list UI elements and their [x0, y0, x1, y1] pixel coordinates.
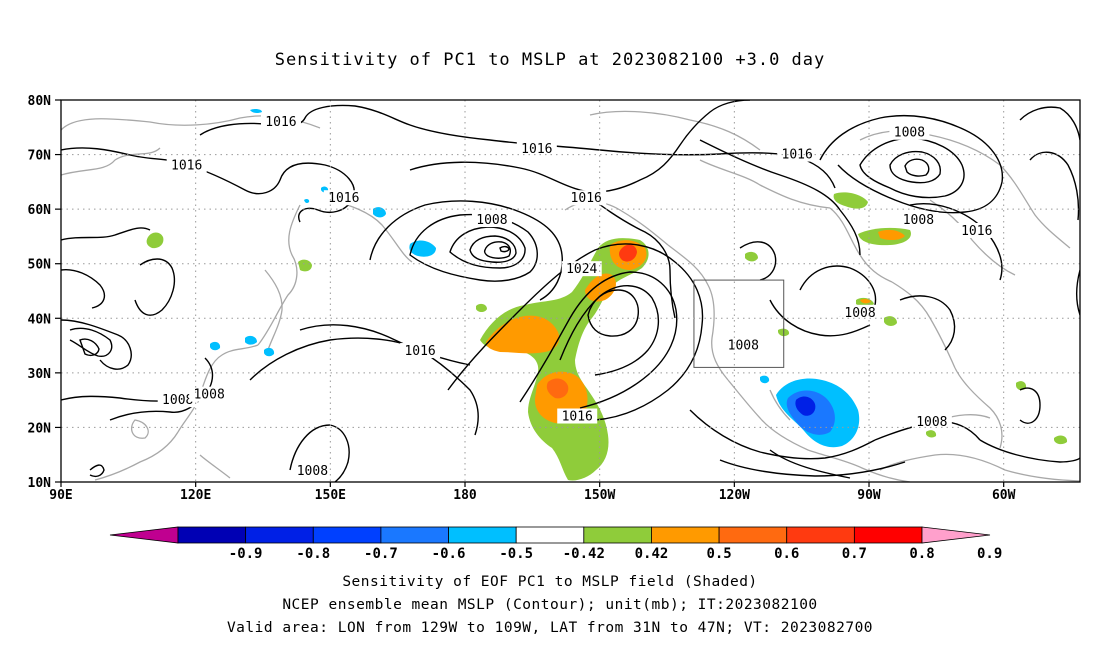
contour-label: 1008 — [916, 415, 947, 430]
colorbar-label: -0.6 — [432, 546, 466, 562]
shade-negative-dark — [795, 396, 816, 416]
contour-label-bg — [777, 146, 818, 162]
colorbar-label: -0.9 — [229, 546, 263, 562]
contour-label-bg — [723, 337, 764, 353]
contour-label: 1016 — [404, 344, 435, 359]
lat-tick-label: 20N — [28, 421, 52, 436]
lon-tick-label: 90E — [49, 488, 72, 503]
contour-label-bg — [889, 124, 930, 140]
contour-label-bg — [157, 392, 198, 408]
lon-tick-label: 120E — [180, 488, 211, 503]
colorbar-low-arrow — [109, 526, 179, 544]
colorbar-swatch — [853, 526, 923, 544]
colorbar-swatch — [177, 526, 247, 544]
colorbar-label: 0.9 — [977, 546, 1002, 562]
contour-label: 1008 — [193, 388, 224, 403]
contour-label-bg — [166, 157, 207, 173]
colorbar-label: 0.5 — [706, 546, 731, 562]
contour-label: 1016 — [782, 148, 813, 163]
colorbar-swatch — [718, 526, 788, 544]
contour-label-bg — [260, 113, 301, 129]
contour-label: 1016 — [265, 115, 296, 130]
contour-label-bg — [323, 190, 364, 206]
contour-label: 1024 — [566, 262, 597, 277]
lat-tick-label: 50N — [28, 258, 52, 273]
contour-label-bg — [516, 141, 557, 157]
colorbar-label: -0.8 — [296, 546, 330, 562]
contour-label-bg — [956, 222, 997, 238]
contour-label-bg — [566, 190, 607, 206]
contour-label: 1008 — [162, 393, 193, 408]
colorbar-label: -0.7 — [364, 546, 398, 562]
colorbar-high-arrow — [921, 526, 991, 544]
lon-tick-label: 120W — [719, 488, 750, 503]
contour-label: 1016 — [961, 224, 992, 239]
colorbar-label: -0.5 — [499, 546, 533, 562]
colorbar-swatch — [380, 526, 449, 544]
colorbar-swatch — [786, 526, 855, 544]
colorbar-swatch — [583, 526, 652, 544]
colorbar-label: -0.42 — [563, 546, 605, 562]
contour-label: 1016 — [571, 191, 602, 206]
caption-line-1: Sensitivity of EOF PC1 to MSLP field (Sh… — [342, 574, 758, 590]
shade-positive-main — [480, 238, 649, 481]
colorbar: -0.9 -0.8 -0.7 -0.6 -0.5 -0.42 0.42 0.5 0.6 0.7 0.… — [109, 526, 1002, 562]
contour-label: 1008 — [844, 306, 875, 321]
lat-tick-label: 80N — [28, 94, 52, 109]
colorbar-label: 0.6 — [774, 546, 799, 562]
contour-label-bg — [557, 408, 598, 424]
lon-tick-label: 60W — [992, 488, 1016, 503]
lat-tick-label: 30N — [28, 367, 52, 382]
colorbar-label: 0.8 — [909, 546, 934, 562]
lon-tick-label: 150E — [315, 488, 346, 503]
caption-line-3: Valid area: LON from 129W to 109W, LAT f… — [226, 620, 874, 636]
lon-tick-label: 150W — [584, 488, 615, 503]
lat-tick-label: 40N — [28, 312, 52, 327]
contour-label-bg — [292, 463, 333, 479]
contour-label-bg — [400, 343, 441, 359]
colorbar-swatch — [515, 526, 585, 544]
shade-positive-orange-3 — [585, 273, 616, 302]
sensitivity-shading — [146, 108, 1068, 481]
contour-label-bg — [471, 212, 512, 228]
lat-tick-label: 60N — [28, 203, 52, 218]
coastlines — [61, 110, 1080, 482]
contour-label-bg — [898, 212, 939, 228]
colorbar-label: 0.7 — [842, 546, 867, 562]
colorbar-swatch — [312, 526, 382, 544]
caption-line-2: NCEP ensemble mean MSLP (Contour); unit(… — [282, 597, 818, 613]
lon-tick-label: 180 — [453, 488, 477, 503]
contour-label-bg — [561, 261, 602, 277]
valid-area-box — [693, 279, 785, 368]
colorbar-label: 0.42 — [635, 546, 669, 562]
contour-label: 1008 — [894, 126, 925, 141]
contour-label: 1008 — [297, 464, 328, 479]
colorbar-swatch — [651, 526, 720, 544]
map-frame — [60, 99, 1081, 483]
contour-label: 1016 — [328, 191, 359, 206]
lon-tick-label: 90W — [857, 488, 881, 503]
shade-positive-dark-orange — [546, 378, 569, 399]
contour-label: 1008 — [903, 213, 934, 228]
map-title: Sensitivity of PC1 to MSLP at 2023082100… — [274, 50, 826, 70]
contour-label-bg — [840, 304, 881, 320]
lat-tick-label: 70N — [28, 149, 52, 164]
contour-label: 1016 — [562, 410, 593, 425]
contour-label-bg — [189, 386, 230, 402]
contour-label-bg — [911, 413, 952, 429]
contour-label: 1016 — [171, 158, 202, 173]
contour-label: 1008 — [728, 339, 759, 354]
contour-label: 1008 — [476, 213, 507, 228]
contour-label: 1016 — [521, 142, 552, 157]
lat-tick-label: 10N — [28, 476, 52, 491]
colorbar-swatch — [448, 526, 517, 544]
colorbar-swatch — [245, 526, 314, 544]
shade-positive-red — [619, 244, 637, 262]
